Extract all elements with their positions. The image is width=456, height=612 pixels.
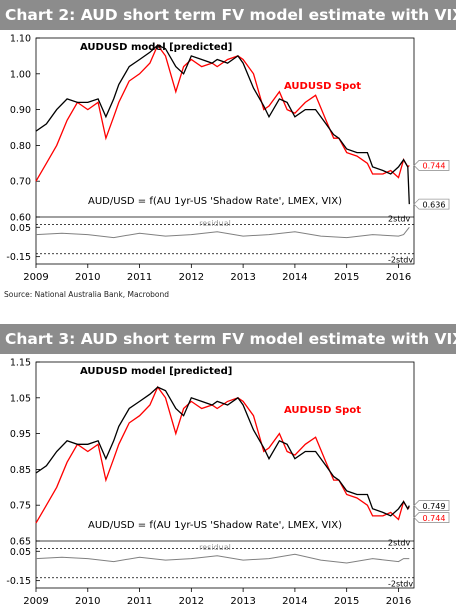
residual-y-tick-label: 0.05 bbox=[10, 547, 31, 558]
x-tick-label: 2016 bbox=[386, 272, 411, 283]
x-tick-label: 2012 bbox=[179, 272, 204, 283]
model-end-value: 0.636 bbox=[423, 200, 446, 209]
model-series-label: AUDUSD model [predicted] bbox=[80, 42, 232, 53]
source-note: Source: National Australia Bank, Macrobo… bbox=[4, 290, 170, 299]
x-tick-label: 2009 bbox=[23, 596, 48, 607]
end-value-tag bbox=[413, 160, 450, 171]
x-tick-label: 2014 bbox=[282, 272, 307, 283]
y-tick-label: 0.90 bbox=[10, 105, 31, 116]
y-tick-label: 1.10 bbox=[10, 34, 31, 45]
x-tick-label: 2009 bbox=[23, 272, 48, 283]
model-line bbox=[35, 44, 410, 205]
end-value-tag bbox=[413, 500, 450, 511]
y-tick-label: 0.95 bbox=[10, 429, 31, 440]
y-tick-label: 0.60 bbox=[10, 213, 31, 224]
formula-label: AUD/USD = f(AU 1yr-US 'Shadow Rate', LME… bbox=[88, 196, 342, 207]
x-tick-label: 2010 bbox=[75, 596, 100, 607]
y-tick-label: 1.05 bbox=[10, 393, 31, 404]
chart-2: 1.10 1.00 0.90 0.80 0.70 0.60 2009 2010 2011 2012… bbox=[6, 34, 450, 283]
y-tick-label: 0.80 bbox=[10, 141, 31, 152]
model-line bbox=[35, 386, 410, 517]
residual-y-tick-label: -0.15 bbox=[6, 252, 31, 263]
spot-line bbox=[35, 43, 410, 182]
residual-y-tick-label: 0.05 bbox=[10, 223, 31, 234]
x-tick-label: 2010 bbox=[75, 272, 100, 283]
x-tick-label: 2015 bbox=[334, 596, 359, 607]
end-value-tag bbox=[413, 512, 450, 523]
upper-band-label: 2stdv bbox=[388, 538, 410, 547]
residual-y-tick-label: -0.15 bbox=[6, 576, 31, 587]
x-tick-label: 2011 bbox=[127, 272, 152, 283]
model-end-value: 0.749 bbox=[423, 502, 446, 511]
y-tick-label: 0.85 bbox=[10, 465, 31, 476]
residual-label: residual bbox=[199, 543, 231, 552]
x-tick-label: 2013 bbox=[230, 272, 255, 283]
residual-line bbox=[35, 226, 410, 239]
lower-band-label: -2stdv bbox=[388, 580, 413, 589]
spot-series-label: AUDUSD Spot bbox=[284, 405, 361, 416]
x-tick-label: 2016 bbox=[386, 596, 411, 607]
formula-label: AUD/USD = f(AU 1yr-US 'Shadow Rate', LME… bbox=[88, 520, 342, 531]
y-tick-label: 0.75 bbox=[10, 501, 31, 512]
plot-frame bbox=[35, 37, 415, 265]
y-tick-label: 1.15 bbox=[10, 358, 31, 369]
spot-end-value: 0.744 bbox=[423, 162, 446, 171]
spot-end-value: 0.744 bbox=[423, 514, 446, 523]
end-value-tag bbox=[413, 198, 450, 210]
x-tick-label: 2015 bbox=[334, 272, 359, 283]
residual-line bbox=[35, 553, 410, 564]
lower-band-label: -2stdv bbox=[388, 256, 413, 265]
y-tick-label: 0.70 bbox=[10, 177, 31, 188]
y-tick-label: 0.65 bbox=[10, 537, 31, 548]
chart-3: 1.15 1.05 0.95 0.85 0.75 0.65 2009 2010 2011 2012… bbox=[6, 358, 450, 607]
chart-3-title: Chart 3: AUD short term FV model estimat… bbox=[0, 324, 456, 354]
x-tick-label: 2013 bbox=[230, 596, 255, 607]
x-tick-label: 2012 bbox=[179, 596, 204, 607]
plot-frame bbox=[35, 361, 415, 589]
upper-band-label: 2stdv bbox=[388, 214, 410, 223]
model-series-label: AUDUSD model [predicted] bbox=[80, 366, 232, 377]
x-tick-label: 2011 bbox=[127, 596, 152, 607]
x-tick-label: 2014 bbox=[282, 596, 307, 607]
chart-2-title: Chart 2: AUD short term FV model estimat… bbox=[0, 0, 456, 30]
residual-label: residual bbox=[199, 219, 231, 228]
y-tick-label: 1.00 bbox=[10, 69, 31, 80]
spot-series-label: AUDUSD Spot bbox=[284, 81, 361, 92]
